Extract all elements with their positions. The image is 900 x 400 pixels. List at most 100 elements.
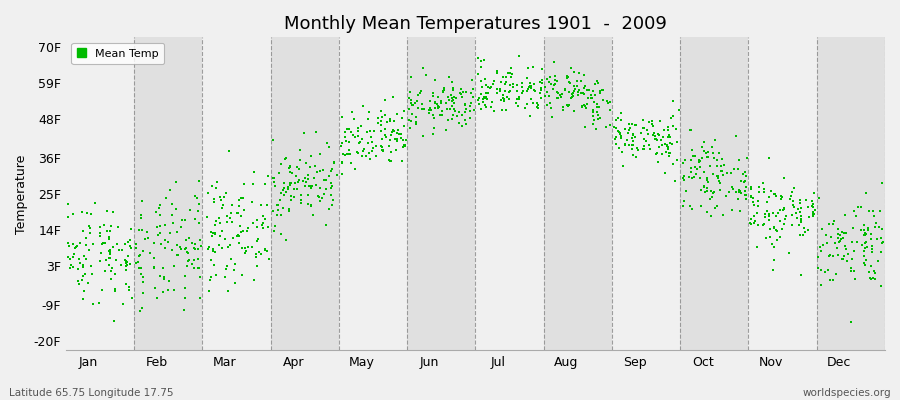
Point [629,122,643,128]
Point [205,230,220,236]
Point [762,154,777,161]
Point [313,151,328,157]
Point [743,186,758,192]
Point [527,81,542,88]
Point [458,108,473,115]
Point [487,78,501,84]
Point [518,105,532,112]
Point [560,75,574,81]
Point [356,147,370,154]
Point [533,79,547,85]
Point [762,194,777,200]
Point [857,222,871,228]
Point [426,89,440,96]
Point [178,285,193,291]
Point [544,74,558,80]
Point [340,126,355,132]
Point [432,104,446,110]
Point [274,160,288,167]
Point [655,150,670,157]
Point [743,216,758,222]
Point [666,113,680,119]
Point [401,95,416,101]
Point [342,139,356,145]
Point [823,252,837,258]
Point [695,144,709,150]
Point [248,251,263,257]
Point [135,226,149,233]
Point [751,198,765,204]
Point [292,147,307,153]
Point [300,179,314,185]
Point [134,226,148,233]
Point [767,191,781,197]
Point [431,103,446,110]
Point [608,117,623,124]
Point [807,207,822,213]
Point [458,101,473,108]
Point [519,75,534,82]
Point [770,213,784,220]
Point [786,202,800,208]
Point [179,245,194,251]
Point [253,251,267,258]
Point [134,215,148,221]
Point [524,96,538,102]
Point [699,188,714,194]
Point [733,208,747,214]
Point [587,99,601,106]
Point [812,194,826,201]
Point [575,103,590,109]
Point [282,208,296,214]
Point [428,100,442,106]
Point [120,258,134,265]
Point [566,87,580,94]
Point [209,185,223,191]
Point [539,76,554,82]
Point [276,192,291,198]
Point [565,90,580,96]
Point [859,257,873,263]
Point [831,231,845,238]
Point [515,89,529,96]
Point [187,216,202,222]
Point [590,126,604,132]
Point [115,246,130,253]
Point [544,105,558,112]
Point [221,288,236,295]
Point [628,122,643,128]
Point [565,90,580,97]
Point [683,165,698,172]
Point [857,253,871,260]
Point [238,181,252,187]
Point [708,204,723,211]
Point [260,202,274,208]
Point [522,80,536,86]
Point [204,233,219,240]
Bar [816,37,885,350]
Point [304,183,319,189]
Point [174,246,188,252]
Point [315,195,329,202]
Point [479,90,493,96]
Point [614,133,628,140]
Point [209,218,223,224]
Point [342,147,356,153]
Point [182,257,196,264]
Bar [749,37,816,350]
Point [553,92,567,98]
Point [516,88,530,94]
Point [212,215,226,222]
Point [274,231,288,237]
Point [567,82,581,89]
Point [122,284,136,290]
Point [562,102,576,108]
Point [792,222,806,228]
Bar [134,37,202,350]
Point [496,95,510,101]
Point [618,126,633,132]
Point [188,246,202,252]
Point [622,127,636,133]
Point [270,202,284,208]
Point [464,90,479,96]
